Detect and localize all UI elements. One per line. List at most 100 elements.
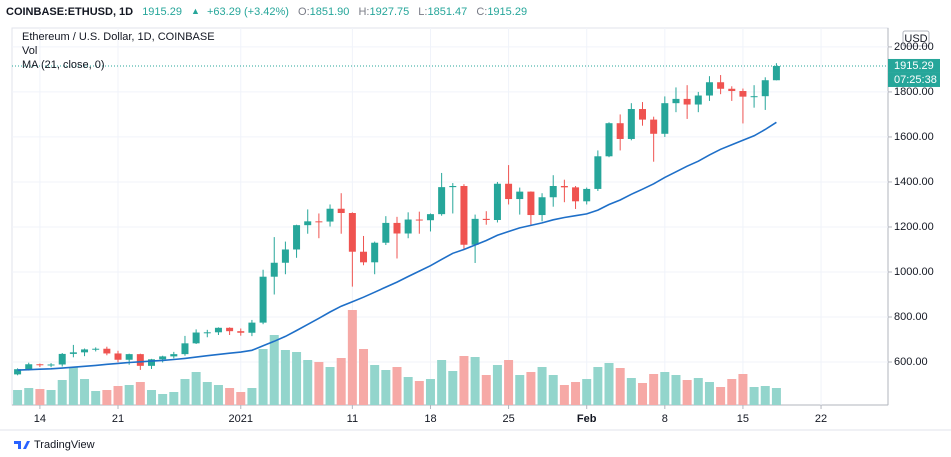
y-tick-label: 1200.00 xyxy=(894,221,934,233)
candle-body xyxy=(739,91,747,97)
x-tick-label: 25 xyxy=(502,413,514,425)
volume-bar xyxy=(191,372,201,405)
ohlc-label: O: xyxy=(298,6,310,18)
volume-bar xyxy=(258,349,268,405)
candle-body xyxy=(248,322,256,333)
candle-body xyxy=(393,222,401,234)
volume-bar xyxy=(392,367,402,405)
countdown-label: 07:25:38 xyxy=(894,74,937,86)
ohlc-value: 1851.90 xyxy=(310,6,350,18)
candle-body xyxy=(214,327,222,333)
volume-bar xyxy=(269,335,279,405)
change: +63.29 (+3.42%) xyxy=(207,6,289,18)
candle-body xyxy=(203,332,211,334)
volume-bar xyxy=(448,371,458,405)
ohlc-label: C: xyxy=(476,6,487,18)
legend-title: Ethereum / U.S. Dollar, 1D, COINBASE xyxy=(22,31,215,43)
volume-bar xyxy=(102,390,112,405)
volume-bar xyxy=(459,356,469,405)
volume-bar xyxy=(704,382,714,405)
volume-bar xyxy=(359,349,369,405)
volume-bar xyxy=(425,379,435,405)
candle-body xyxy=(572,187,580,202)
candle-body xyxy=(92,348,100,350)
candle-body xyxy=(281,249,289,263)
candle-body xyxy=(382,222,390,243)
candle-body xyxy=(661,103,669,134)
candle-body xyxy=(147,359,155,366)
volume-bar xyxy=(593,367,603,405)
candle-body xyxy=(605,123,613,157)
volume-bar xyxy=(13,390,23,405)
volume-bar xyxy=(649,374,659,405)
volume-bar xyxy=(693,378,703,405)
volume-bar xyxy=(492,365,502,405)
volume-bar xyxy=(582,379,592,405)
volume-bar xyxy=(180,379,190,405)
volume-bar xyxy=(46,390,56,405)
volume-bar xyxy=(124,385,134,405)
currency-button[interactable] xyxy=(902,30,930,47)
candle-body xyxy=(627,109,635,139)
volume-bar xyxy=(682,380,692,405)
candle-body xyxy=(170,354,178,357)
volume-bar xyxy=(559,385,569,405)
candle-body xyxy=(360,251,368,263)
brand-name: TradingView xyxy=(34,439,95,451)
y-tick-label: 1400.00 xyxy=(894,176,934,188)
candle-body xyxy=(259,276,267,323)
x-tick-label: Feb xyxy=(577,413,597,425)
volume-bar xyxy=(35,389,45,405)
candle-body xyxy=(449,186,457,188)
volume-bar xyxy=(470,357,480,405)
candle-body xyxy=(460,186,468,245)
candle-body xyxy=(47,364,55,366)
candle-body xyxy=(58,353,66,365)
candle-body xyxy=(438,187,446,215)
candle-body xyxy=(717,82,725,89)
candle-body xyxy=(549,186,557,198)
volume-bar xyxy=(314,362,324,405)
candle-body xyxy=(304,221,312,226)
brand-icon xyxy=(14,441,30,449)
volume-bar xyxy=(202,382,212,405)
candle-body xyxy=(36,364,44,366)
y-tick-label: 800.00 xyxy=(894,311,928,323)
x-tick-label: 2021 xyxy=(229,413,253,425)
x-tick-label: 21 xyxy=(112,413,124,425)
candle-body xyxy=(638,109,646,120)
candle-body xyxy=(616,123,624,139)
x-tick-label: 15 xyxy=(737,413,749,425)
volume-bar xyxy=(504,360,514,405)
x-tick-label: 8 xyxy=(662,413,668,425)
volume-bar xyxy=(760,386,770,405)
candle-body xyxy=(315,221,323,223)
brand-logo[interactable]: TradingView xyxy=(14,439,95,451)
candle-body xyxy=(293,225,301,250)
candle-body xyxy=(270,262,278,277)
candle-body xyxy=(750,96,758,98)
volume-bar xyxy=(414,381,424,405)
candle-body xyxy=(471,218,479,245)
volume-bar xyxy=(716,387,726,405)
candle-body xyxy=(493,183,501,220)
candle-body xyxy=(560,186,568,188)
ohlc-value: 1915.29 xyxy=(487,6,527,18)
legend-volume: Vol xyxy=(22,45,37,57)
volume-bar xyxy=(247,388,257,405)
last-price-tag xyxy=(888,58,940,73)
candle-body xyxy=(226,327,234,332)
candle-body xyxy=(705,82,713,96)
currency-label[interactable]: USD xyxy=(904,33,927,45)
candle-body xyxy=(426,214,434,221)
candle-body xyxy=(159,356,167,360)
ohlc-value: 1927.75 xyxy=(369,6,409,18)
ohlc-value: 1851.47 xyxy=(427,6,467,18)
volume-bar xyxy=(626,378,636,405)
volume-bar xyxy=(749,387,759,405)
candle-body xyxy=(125,354,133,360)
volume-bar xyxy=(526,372,536,405)
candle-body xyxy=(404,219,412,234)
volume-bar xyxy=(146,390,156,405)
